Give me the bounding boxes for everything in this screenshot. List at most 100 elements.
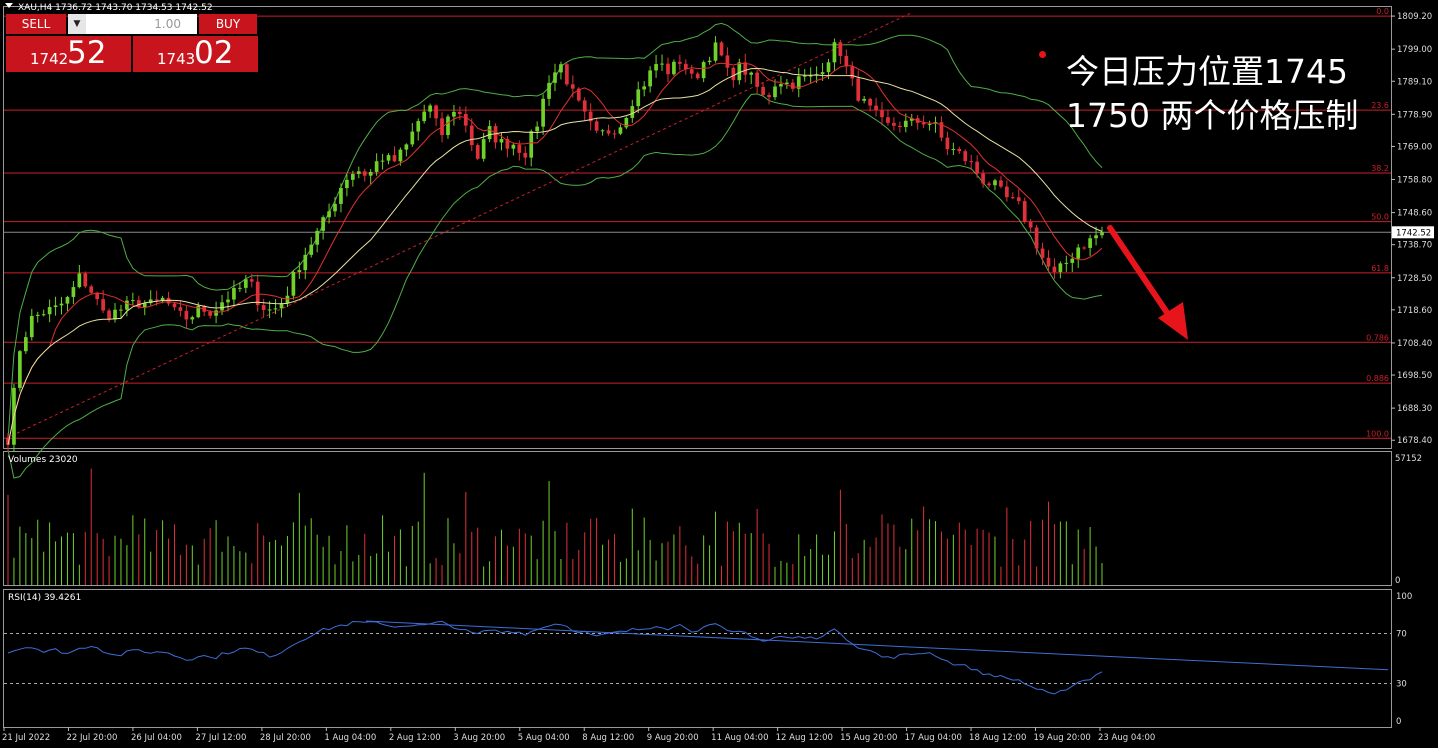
- candle-body: [29, 315, 34, 338]
- candle-body: [660, 63, 664, 65]
- time-tick-label: 3 Aug 20:00: [453, 733, 505, 743]
- rsi-tick-label: 100: [1396, 592, 1412, 602]
- candle-body: [475, 145, 480, 159]
- lot-dropdown-icon[interactable]: ▼: [68, 14, 86, 34]
- candle-body: [499, 139, 504, 143]
- rsi-label: RSI(14) 39.4261: [8, 593, 81, 603]
- candle-body: [428, 105, 432, 112]
- candle-body: [125, 300, 129, 310]
- candle-body: [683, 63, 688, 70]
- candle-body: [18, 351, 22, 388]
- candle-body: [826, 62, 831, 73]
- rsi-trendline: [365, 620, 1389, 671]
- rsi-line: [7, 620, 1103, 695]
- time-axis: 21 Jul 2022 22 Jul 20:00 26 Jul 04:00 27 Ju…: [2, 727, 1155, 743]
- candle-body: [624, 117, 629, 128]
- bollinger-bands: [7, 22, 1103, 479]
- fib-label: 38.2: [1371, 164, 1389, 173]
- candle-body: [249, 279, 254, 282]
- candle-body: [291, 271, 296, 296]
- candle-body: [672, 61, 676, 75]
- candle-body: [309, 244, 314, 255]
- trendline: [5, 13, 911, 439]
- fib-label: 23.6: [1371, 101, 1389, 110]
- fib-label: 0.786: [1366, 333, 1389, 342]
- candle-body: [1016, 197, 1021, 202]
- candle-body: [172, 303, 177, 308]
- current-price-label: 1742.52: [1396, 228, 1431, 238]
- candle-body: [226, 299, 230, 303]
- candle-body: [636, 89, 641, 107]
- candle-body: [184, 310, 189, 320]
- candle-body: [517, 144, 522, 153]
- candle-body: [511, 144, 516, 149]
- candle-body: [808, 75, 813, 77]
- candle-body: [553, 72, 557, 83]
- candle-body: [142, 303, 147, 308]
- bb-lower: [7, 93, 1103, 479]
- price-tick-label: 1708.40: [1397, 339, 1432, 349]
- candle-body: [196, 305, 201, 318]
- candle-body: [939, 122, 944, 138]
- candle-body: [648, 70, 652, 87]
- time-tick-label: 28 Jul 20:00: [260, 733, 311, 743]
- candle-body: [957, 148, 962, 152]
- price-tick-label: 1778.90: [1397, 110, 1432, 120]
- candle-body: [351, 173, 355, 180]
- fib-label: 100.0: [1366, 429, 1389, 438]
- ask-price-button[interactable]: 1743 02: [133, 35, 258, 72]
- candle-body: [755, 72, 759, 87]
- candle-body: [749, 72, 754, 75]
- candle-body: [832, 42, 837, 63]
- volume-axis: 57152 0: [1395, 454, 1422, 586]
- rsi-panel: 100 70 30 0: [4, 592, 1412, 727]
- candle-body: [898, 125, 902, 128]
- bid-price-button[interactable]: 1742 52: [6, 35, 131, 72]
- candle-body: [327, 211, 331, 218]
- time-tick-label: 17 Aug 04:00: [905, 733, 962, 743]
- candle-body: [594, 121, 599, 131]
- candle-body: [53, 305, 58, 308]
- ma-red-line: [7, 62, 1103, 445]
- candle-body: [725, 55, 730, 68]
- candle-body: [678, 61, 682, 64]
- buy-button[interactable]: BUY: [199, 14, 257, 34]
- candle-body: [565, 64, 569, 85]
- candle-body: [469, 125, 474, 146]
- candle-body: [945, 137, 950, 150]
- rsi-tick-label: 30: [1396, 680, 1407, 690]
- candle-body: [987, 183, 991, 186]
- sell-button[interactable]: SELL: [6, 14, 66, 34]
- candle-body: [303, 254, 308, 271]
- candle-body: [131, 300, 135, 302]
- symbol-header: XAU,H4 1736.72 1743.70 1734.53 1742.52: [18, 3, 213, 13]
- candle-body: [47, 307, 52, 315]
- time-tick-label: 22 Jul 20:00: [66, 733, 117, 743]
- candle-body: [107, 310, 111, 320]
- candle-body: [981, 173, 985, 184]
- time-tick-label: 21 Jul 2022: [2, 733, 50, 743]
- candle-body: [77, 273, 82, 288]
- candle-body: [297, 270, 302, 272]
- time-tick-label: 11 Aug 04:00: [711, 733, 768, 743]
- candle-body: [529, 131, 534, 158]
- candle-body: [541, 98, 545, 127]
- bid-price-big: 52: [67, 35, 107, 71]
- annotation-line-1: 今日压力位置1745: [1066, 52, 1348, 91]
- candle-body: [856, 78, 861, 101]
- candle-body: [1034, 227, 1039, 249]
- candle-body: [713, 42, 718, 61]
- price-tick-label: 1748.60: [1397, 209, 1432, 219]
- lot-size-input[interactable]: ▼ 1.00: [68, 14, 197, 34]
- candle-body: [368, 171, 373, 176]
- one-click-trading-panel: SELL ▼ 1.00 BUY 1742 52 1743 02: [6, 14, 258, 72]
- candle-body: [737, 62, 742, 81]
- candle-body: [570, 84, 575, 89]
- candle-body: [220, 302, 224, 311]
- candle-body: [695, 73, 700, 79]
- candle-body: [362, 171, 367, 176]
- candle-body: [1076, 247, 1081, 259]
- candle-body: [261, 305, 266, 310]
- candle-body: [582, 100, 587, 112]
- candle-body: [642, 86, 647, 90]
